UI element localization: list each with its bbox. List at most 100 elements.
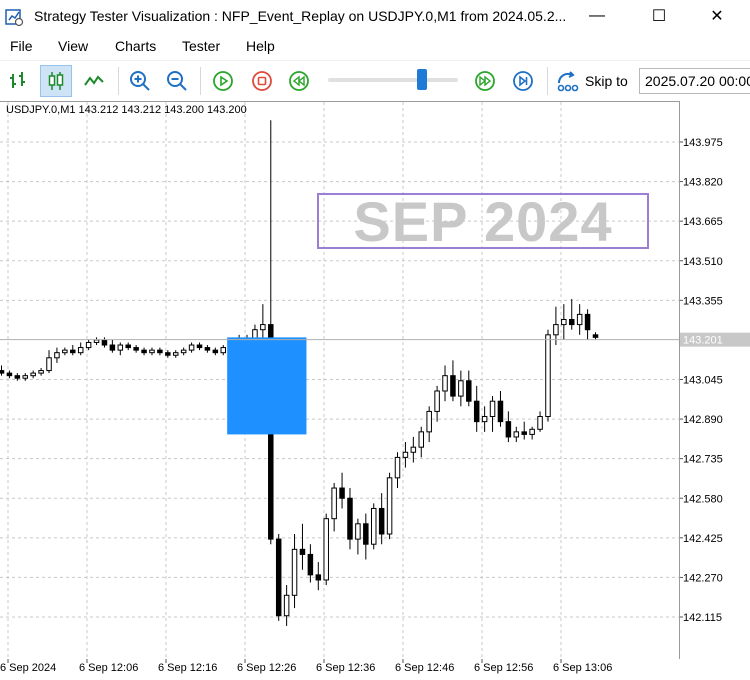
candle-body (93, 339, 100, 343)
candle-body (473, 400, 480, 423)
chart-overlay (0, 337, 679, 435)
candle-body (212, 349, 219, 354)
skip-to-date-input[interactable] (639, 68, 750, 94)
candle-body (62, 349, 68, 354)
skip-end-button[interactable] (507, 65, 539, 97)
candle-body (109, 344, 116, 351)
candle-body (188, 344, 195, 351)
candle-body (14, 375, 21, 379)
candle-body (576, 313, 583, 326)
candle-body (260, 324, 266, 331)
maximize-button[interactable]: ☐ (636, 0, 682, 32)
bar-chart-icon (10, 72, 25, 88)
candle-body (402, 451, 409, 458)
candle-body (125, 344, 131, 349)
candle-body (157, 349, 163, 354)
candle-body (355, 523, 361, 540)
price-tick-label: 143.510 (683, 256, 723, 268)
candle-body (275, 538, 282, 617)
candle-body (410, 446, 417, 453)
candle-body (291, 548, 298, 596)
candle-body (117, 344, 124, 351)
speed-slider-handle[interactable] (417, 69, 427, 90)
symbol-ohlc-line: USDJPY.0,M1 143.212 143.212 143.200 143.… (6, 104, 247, 116)
candle-body (347, 497, 353, 540)
time-tick-label: 6 Sep 12:36 (316, 662, 375, 674)
candle-body (442, 375, 448, 392)
candle-body (458, 380, 464, 397)
candle-body (172, 352, 179, 356)
price-tick-label: 142.115 (683, 612, 722, 624)
play-button[interactable] (207, 65, 239, 97)
time-tick-label: 6 Sep 12:16 (158, 662, 217, 674)
zoom-out-button[interactable] (161, 65, 193, 97)
time-axis: 6 Sep 2024 6 Sep 12:06 6 Sep 12:16 6 Sep 12… (0, 659, 612, 674)
current-price-label: 143.201 (683, 335, 723, 347)
skip-end-icon (513, 71, 533, 91)
candlestick-icon (48, 72, 64, 90)
menu-help[interactable]: Help (246, 38, 275, 54)
menu-charts[interactable]: Charts (115, 38, 157, 54)
maximize-icon: ☐ (651, 8, 667, 25)
candle-body (592, 334, 599, 338)
close-icon: ✕ (710, 8, 724, 25)
candle-body (85, 341, 92, 349)
close-button[interactable]: ✕ (694, 0, 740, 32)
line-chart-button[interactable] (78, 65, 110, 97)
candle-body (307, 553, 314, 576)
candle-body (537, 416, 543, 430)
candle-body (315, 574, 322, 581)
candle-body (299, 548, 306, 555)
time-tick-label: 6 Sep 12:46 (395, 662, 454, 674)
candle-body (450, 375, 456, 397)
price-axis: 143.975 143.820 143.665 143.510 143.355 143.0… (679, 137, 750, 624)
candle-body (220, 347, 227, 354)
price-tick-label: 142.890 (683, 414, 723, 426)
menu-file[interactable]: File (10, 38, 33, 54)
fast-forward-button[interactable] (469, 65, 501, 97)
candle-body (54, 352, 60, 359)
candle-body (141, 349, 147, 354)
chart-grid (0, 102, 679, 659)
time-tick-label: 6 Sep 2024 (0, 662, 56, 674)
candle-body (505, 421, 512, 438)
skip-to-icon (557, 71, 579, 92)
candle-body (196, 344, 203, 349)
price-tick-label: 143.975 (683, 137, 723, 149)
candle-body (30, 372, 36, 377)
candle-body (133, 347, 139, 351)
title-bar: Strategy Tester Visualization : NFP_Even… (0, 0, 750, 34)
bar-chart-button[interactable] (2, 65, 34, 97)
candle-body (584, 313, 591, 331)
skip-to-button[interactable] (553, 65, 585, 97)
zoom-in-button[interactable] (124, 65, 156, 97)
candle-body (283, 594, 290, 617)
minimize-button[interactable]: — (574, 0, 620, 32)
skip-to-label: Skip to (585, 73, 628, 89)
candle-body (149, 349, 155, 354)
price-chart[interactable]: 143.975 143.820 143.665 143.510 143.355 143.0… (0, 100, 750, 680)
candle-body (77, 347, 84, 354)
candle-body (363, 523, 369, 545)
time-tick-label: 6 Sep 12:06 (79, 662, 138, 674)
candle-body (323, 518, 329, 581)
price-tick-label: 142.425 (683, 533, 723, 545)
speed-slider-track[interactable] (328, 78, 458, 82)
strategy-tester-icon (5, 9, 24, 27)
minimize-icon: — (589, 7, 605, 24)
rewind-button[interactable] (283, 65, 315, 97)
candle-body (180, 349, 187, 354)
candlestick-button[interactable] (40, 65, 72, 97)
candle-body (545, 334, 551, 418)
price-tick-label: 142.735 (683, 454, 723, 466)
price-tick-label: 142.580 (683, 493, 723, 505)
menu-tester[interactable]: Tester (182, 38, 221, 54)
candle-body (22, 375, 29, 379)
time-tick-label: 6 Sep 13:06 (553, 662, 612, 674)
menu-view[interactable]: View (58, 38, 89, 54)
line-chart-icon (84, 75, 104, 86)
candle-body (466, 380, 472, 402)
candle-body (513, 431, 520, 438)
candle-body (38, 370, 44, 374)
stop-button[interactable] (246, 65, 278, 97)
